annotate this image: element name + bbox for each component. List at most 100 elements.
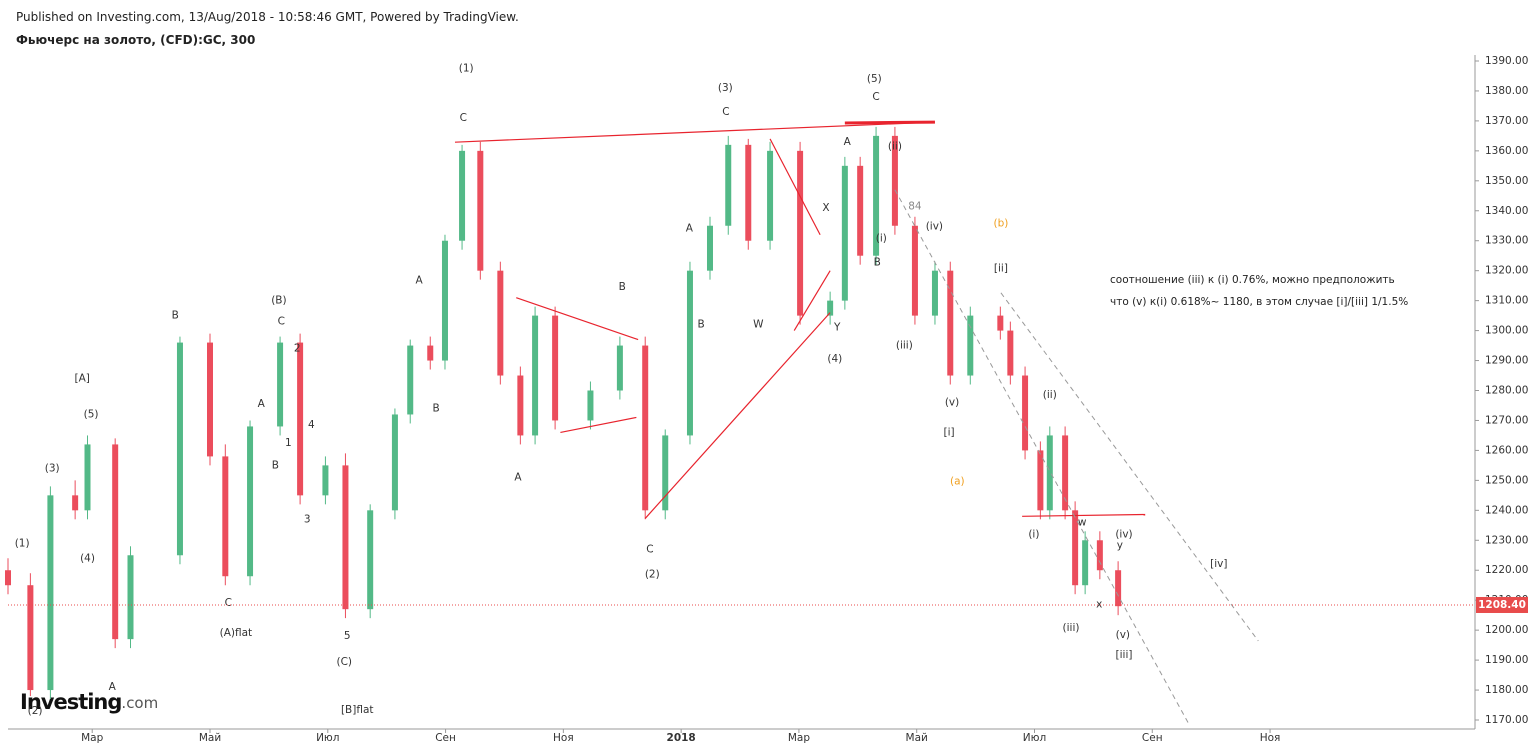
candle-body xyxy=(441,240,448,361)
wave-label: (5) xyxy=(84,408,99,420)
wave-label: (v) xyxy=(1116,629,1130,641)
candle-body xyxy=(477,150,484,271)
y-tick-label: 1210.00 xyxy=(1485,594,1528,606)
candle-body xyxy=(206,342,213,457)
wave-label: w xyxy=(1078,516,1087,528)
wave-label: (3) xyxy=(45,462,60,474)
wave-label: (iv) xyxy=(1115,528,1132,540)
candle-body xyxy=(1046,435,1053,511)
y-tick-label: 1390.00 xyxy=(1485,55,1528,67)
published-line: Published on Investing.com, 13/Aug/2018 … xyxy=(16,10,519,24)
trend-line xyxy=(644,312,831,519)
wave-label: (C) xyxy=(337,656,353,668)
candle-body xyxy=(5,570,11,586)
wave-label: [ii] xyxy=(994,263,1008,275)
candle-body xyxy=(1115,570,1122,607)
trend-line xyxy=(793,270,831,331)
candle-body xyxy=(47,495,54,691)
y-tick-label: 1200.00 xyxy=(1485,624,1528,636)
candle-body xyxy=(497,270,504,376)
candle-body xyxy=(686,270,693,436)
candle-body xyxy=(342,465,349,610)
candle-body xyxy=(391,414,398,511)
wave-label: (B) xyxy=(271,295,286,307)
wave-label: (1) xyxy=(15,537,30,549)
wave-label: (3) xyxy=(718,82,733,94)
wave-label: (iii) xyxy=(1063,622,1080,634)
y-tick-label: 1190.00 xyxy=(1485,654,1528,666)
candle-body xyxy=(1007,330,1014,376)
candle-body xyxy=(72,495,79,511)
wave-label: B xyxy=(272,459,279,471)
x-tick-label: Ноя xyxy=(553,732,574,744)
candle-body xyxy=(662,435,669,511)
candle-body xyxy=(532,315,539,436)
wave-label: B xyxy=(433,402,440,414)
wave-label: (5) xyxy=(867,73,882,85)
x-tick-label: Ноя xyxy=(1260,732,1281,744)
wave-label: (4) xyxy=(827,353,842,365)
wave-label: (iii) xyxy=(896,340,913,352)
wave-label: (1) xyxy=(459,62,474,74)
wave-label: [iv] xyxy=(1210,558,1227,570)
last-price-box xyxy=(1476,596,1528,613)
wave-label: A xyxy=(514,471,522,483)
trend-line xyxy=(1022,513,1146,517)
wave-label: x xyxy=(1096,599,1102,611)
candle-body xyxy=(407,345,414,415)
wave-label: C xyxy=(278,316,285,328)
candle-body xyxy=(176,342,183,556)
candle-body xyxy=(1037,450,1044,511)
wave-label: [iii] xyxy=(1116,649,1133,661)
candle-body xyxy=(587,390,594,421)
candle-body xyxy=(112,444,119,640)
wave-label: (a) xyxy=(950,475,965,487)
wave-label: A xyxy=(844,136,852,148)
y-tick-label: 1350.00 xyxy=(1485,175,1528,187)
wave-label: [A] xyxy=(75,373,90,385)
candle-body xyxy=(297,342,304,496)
candle-body xyxy=(997,315,1004,331)
candle-body xyxy=(706,225,713,271)
trend-line xyxy=(894,189,1191,727)
candle-body xyxy=(1096,540,1103,571)
wave-label: (4) xyxy=(80,552,95,564)
trend-line xyxy=(769,138,821,236)
y-tick-label: 1310.00 xyxy=(1485,295,1528,307)
wave-label: 5 xyxy=(344,630,351,642)
candle-body xyxy=(947,270,954,376)
candle-body xyxy=(857,165,864,256)
trend-line xyxy=(454,121,935,143)
wave-label: (i) xyxy=(1028,528,1039,540)
candle-body xyxy=(517,375,524,436)
wave-label: 4 xyxy=(308,419,315,431)
candle-body xyxy=(827,300,834,316)
wave-label: (2) xyxy=(645,569,660,581)
y-tick-label: 1290.00 xyxy=(1485,355,1528,367)
x-tick-label: Июл xyxy=(1023,732,1046,744)
candle-body xyxy=(616,345,623,391)
candle-body xyxy=(911,225,918,316)
y-tick-label: 1370.00 xyxy=(1485,115,1528,127)
y-tick-label: 1320.00 xyxy=(1485,265,1528,277)
wave-label: (2) xyxy=(28,705,43,717)
wave-label: B xyxy=(172,310,179,322)
candle-body xyxy=(841,165,848,301)
candle-body xyxy=(1062,435,1069,511)
wave-label: 2 xyxy=(294,343,301,355)
note-line: что (v) к(i) 0.618%~ 1180, в этом случае… xyxy=(1110,296,1409,308)
x-tick-label: Июл xyxy=(316,732,339,744)
y-tick-label: 1180.00 xyxy=(1485,684,1528,696)
wave-label: (i) xyxy=(876,233,887,245)
wave-label: X xyxy=(822,202,829,214)
candle-body xyxy=(27,585,34,691)
last-price-label: 1208.40 xyxy=(1478,599,1526,611)
wave-label: [i] xyxy=(944,426,955,438)
candle-body xyxy=(797,150,804,316)
wave-label: [B]flat xyxy=(341,704,374,716)
candle-body xyxy=(1072,510,1079,586)
wave-label: A xyxy=(109,681,117,693)
instrument-title: Фьючерс на золото, (CFD):GC, 300 xyxy=(16,33,256,47)
logo-name: Investing xyxy=(20,690,121,714)
